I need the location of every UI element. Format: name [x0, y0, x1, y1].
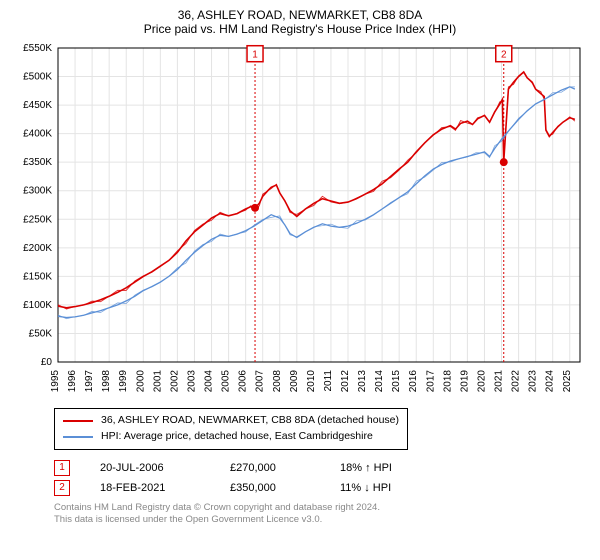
chart-title: 36, ASHLEY ROAD, NEWMARKET, CB8 8DA: [12, 8, 588, 22]
svg-text:2016: 2016: [408, 370, 419, 393]
svg-text:1996: 1996: [67, 370, 78, 393]
legend-box: 36, ASHLEY ROAD, NEWMARKET, CB8 8DA (det…: [54, 408, 408, 450]
marker-date: 20-JUL-2006: [100, 462, 200, 474]
legend-label: HPI: Average price, detached house, East…: [101, 429, 373, 445]
legend-label: 36, ASHLEY ROAD, NEWMARKET, CB8 8DA (det…: [101, 413, 399, 429]
svg-text:2012: 2012: [340, 370, 351, 393]
marker-price: £350,000: [230, 482, 310, 494]
chart-svg: £0 £50K £100K £150K £200K £250K £300K £350K £400…: [12, 42, 588, 402]
svg-text:2015: 2015: [391, 370, 402, 393]
svg-text:2010: 2010: [306, 370, 317, 393]
svg-text:2014: 2014: [374, 370, 385, 393]
legend-swatch: [63, 436, 93, 438]
svg-text:2005: 2005: [221, 370, 232, 393]
svg-text:2000: 2000: [135, 370, 146, 393]
marker-price: £270,000: [230, 462, 310, 474]
footer-attribution: Contains HM Land Registry data © Crown c…: [54, 502, 588, 527]
marker-date: 18-FEB-2021: [100, 482, 200, 494]
svg-text:£150K: £150K: [23, 271, 52, 282]
svg-text:2001: 2001: [152, 370, 163, 393]
svg-text:£400K: £400K: [23, 129, 52, 140]
svg-text:2018: 2018: [442, 370, 453, 393]
svg-text:£350K: £350K: [23, 157, 52, 168]
svg-text:£250K: £250K: [23, 214, 52, 225]
chart-container: 36, ASHLEY ROAD, NEWMARKET, CB8 8DA Pric…: [0, 0, 600, 560]
svg-text:£200K: £200K: [23, 243, 52, 254]
svg-text:2019: 2019: [459, 370, 470, 393]
svg-text:2025: 2025: [562, 370, 573, 393]
footer-line-2: This data is licensed under the Open Gov…: [54, 514, 588, 526]
svg-text:£300K: £300K: [23, 186, 52, 197]
svg-text:2008: 2008: [272, 370, 283, 393]
marker-delta: 11% ↓ HPI: [340, 482, 391, 494]
svg-text:2004: 2004: [204, 370, 215, 393]
marker-row: 1 20-JUL-2006 £270,000 18% ↑ HPI: [54, 460, 588, 476]
svg-text:2003: 2003: [186, 370, 197, 393]
svg-text:1999: 1999: [118, 370, 129, 393]
marker-delta: 18% ↑ HPI: [340, 462, 392, 474]
svg-text:£450K: £450K: [23, 100, 52, 111]
legend-item: HPI: Average price, detached house, East…: [63, 429, 399, 445]
marker-row: 2 18-FEB-2021 £350,000 11% ↓ HPI: [54, 480, 588, 496]
svg-text:2: 2: [501, 50, 507, 61]
svg-text:£500K: £500K: [23, 72, 52, 83]
svg-text:2023: 2023: [528, 370, 539, 393]
svg-text:2006: 2006: [238, 370, 249, 393]
svg-text:1995: 1995: [50, 370, 61, 393]
svg-text:2011: 2011: [323, 370, 334, 392]
marker-number-box: 1: [54, 460, 70, 476]
marker-table: 1 20-JUL-2006 £270,000 18% ↑ HPI 2 18-FEB-202…: [12, 460, 588, 496]
svg-text:1: 1: [252, 50, 258, 61]
svg-text:£550K: £550K: [23, 43, 52, 54]
svg-text:£0: £0: [41, 357, 53, 368]
legend-swatch: [63, 420, 93, 422]
svg-text:1998: 1998: [101, 370, 112, 393]
marker-number-box: 2: [54, 480, 70, 496]
svg-text:2013: 2013: [357, 370, 368, 393]
chart-subtitle: Price paid vs. HM Land Registry's House …: [12, 22, 588, 36]
svg-text:2021: 2021: [494, 370, 505, 393]
svg-text:2020: 2020: [476, 370, 487, 393]
svg-text:2017: 2017: [425, 370, 436, 393]
svg-text:£100K: £100K: [23, 300, 52, 311]
svg-text:2009: 2009: [289, 370, 300, 393]
svg-text:2024: 2024: [545, 370, 556, 393]
chart-plot-area: £0 £50K £100K £150K £200K £250K £300K £350K £400…: [12, 42, 588, 402]
svg-text:2007: 2007: [255, 370, 266, 393]
svg-text:2002: 2002: [169, 370, 180, 393]
footer-line-1: Contains HM Land Registry data © Crown c…: [54, 502, 588, 514]
svg-text:2022: 2022: [511, 370, 522, 393]
svg-text:£50K: £50K: [29, 328, 53, 339]
svg-text:1997: 1997: [84, 370, 95, 393]
legend-item: 36, ASHLEY ROAD, NEWMARKET, CB8 8DA (det…: [63, 413, 399, 429]
